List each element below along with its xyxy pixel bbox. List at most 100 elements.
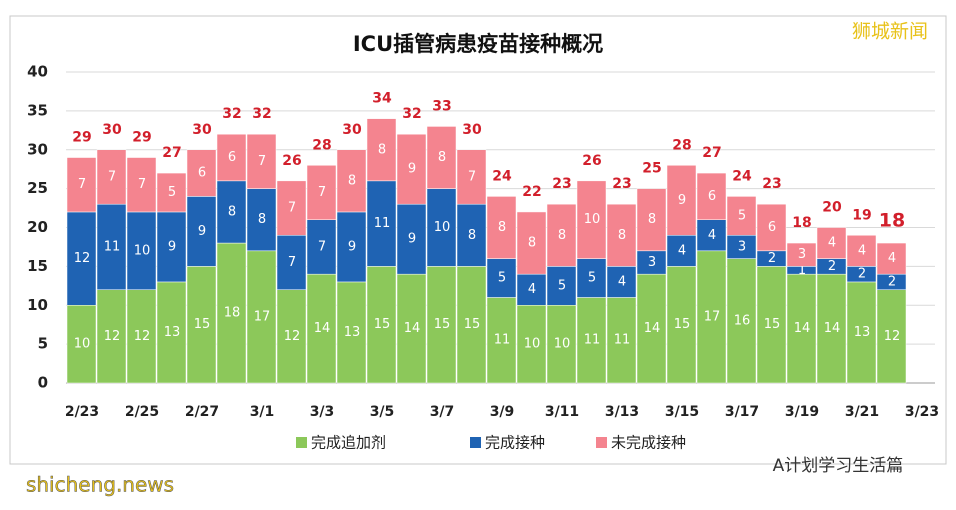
value-label: 12 [74, 251, 91, 266]
bar-segment [336, 149, 367, 213]
total-label: 28 [672, 137, 691, 153]
value-label: 8 [618, 228, 626, 243]
value-label: 15 [434, 317, 451, 332]
total-label: 26 [582, 153, 601, 169]
value-label: 11 [584, 333, 601, 348]
x-tick-label: 2/23 [65, 404, 99, 420]
bar-segment [66, 211, 97, 306]
total-label: 29 [132, 130, 151, 146]
bar-segment [366, 118, 397, 182]
bar-segment [516, 273, 547, 306]
value-label: 10 [524, 337, 541, 352]
bar-segment [786, 273, 817, 384]
bar-segment [516, 211, 547, 275]
bar-segment [636, 273, 667, 384]
legend-swatch [296, 437, 307, 448]
value-label: 2 [768, 251, 776, 266]
bar-segment [396, 203, 427, 275]
bar-segment [546, 203, 577, 267]
x-tick-label: 3/13 [605, 404, 639, 420]
value-label: 8 [528, 236, 536, 251]
bar-segment [186, 149, 217, 197]
bar-segment [66, 305, 97, 384]
value-label: 5 [738, 208, 746, 223]
bar-segment [666, 235, 697, 267]
value-label: 18 [224, 306, 241, 321]
bar-segment [606, 266, 637, 298]
bar-segment [576, 180, 607, 259]
value-label: 14 [824, 321, 841, 336]
bar-segment [546, 266, 577, 306]
bar-segment [456, 266, 487, 384]
value-label: 3 [798, 247, 806, 262]
value-label: 7 [468, 169, 476, 184]
value-label: 6 [198, 166, 206, 181]
total-label: 29 [72, 130, 91, 146]
bar-segment [726, 196, 757, 236]
value-label: 8 [498, 220, 506, 235]
x-tick-label: 3/19 [785, 404, 819, 420]
bar-segment [606, 297, 637, 384]
value-label: 9 [198, 224, 206, 239]
value-label: 13 [854, 325, 871, 340]
total-label: 32 [252, 106, 271, 122]
value-label: 8 [648, 212, 656, 227]
value-label: 3 [738, 239, 746, 254]
bar-segment [246, 133, 277, 189]
bar-segment [426, 126, 457, 189]
total-label: 18 [792, 215, 811, 231]
total-label: 32 [402, 106, 421, 122]
value-label: 5 [168, 185, 176, 200]
x-tick-label: 3/5 [370, 404, 395, 420]
bar-segment [786, 242, 817, 267]
x-tick-label: 3/17 [725, 404, 759, 420]
bar-segment [306, 273, 337, 384]
value-label: 16 [734, 313, 751, 328]
legend-label: 未完成接种 [611, 434, 686, 452]
value-label: 5 [498, 271, 506, 286]
value-label: 4 [528, 282, 536, 297]
bar-segment [246, 188, 277, 252]
total-label: 20 [822, 200, 842, 216]
value-label: 4 [678, 243, 686, 258]
value-label: 9 [168, 239, 176, 254]
bar-segment [156, 211, 187, 283]
bar-segment [606, 203, 637, 267]
total-label: 24 [492, 168, 512, 184]
y-tick-label: 0 [38, 374, 48, 392]
value-label: 10 [134, 243, 151, 258]
bar-segment [876, 242, 907, 275]
value-label: 17 [704, 309, 721, 324]
y-tick-label: 10 [27, 296, 48, 314]
total-label: 19 [852, 207, 871, 223]
x-tick-label: 3/3 [310, 404, 335, 420]
value-label: 10 [434, 220, 451, 235]
bar-segment [666, 266, 697, 384]
x-tick-label: 3/7 [430, 404, 455, 420]
value-label: 2 [828, 259, 836, 274]
value-label: 11 [104, 239, 121, 254]
bar-segment [696, 219, 727, 252]
bar-segment [846, 281, 877, 384]
bar-segment [816, 227, 847, 259]
value-label: 8 [348, 173, 356, 188]
bar-segment [576, 297, 607, 384]
x-tick-label: 2/25 [125, 404, 159, 420]
value-label: 12 [284, 329, 301, 344]
total-label: 30 [342, 122, 362, 138]
bar-segment [276, 289, 307, 384]
bar-segment [156, 281, 187, 384]
value-label: 7 [318, 239, 326, 254]
total-label: 28 [312, 137, 331, 153]
bar-segment [306, 165, 337, 220]
value-label: 9 [678, 193, 686, 208]
bar-segment [486, 297, 517, 384]
total-label: 23 [762, 176, 781, 192]
value-label: 8 [228, 204, 236, 219]
total-label: 18 [879, 210, 905, 232]
total-label: 22 [522, 184, 541, 200]
value-label: 14 [314, 321, 331, 336]
bar-segment [426, 188, 457, 267]
value-label: 8 [258, 212, 266, 227]
bar-segment [876, 289, 907, 384]
